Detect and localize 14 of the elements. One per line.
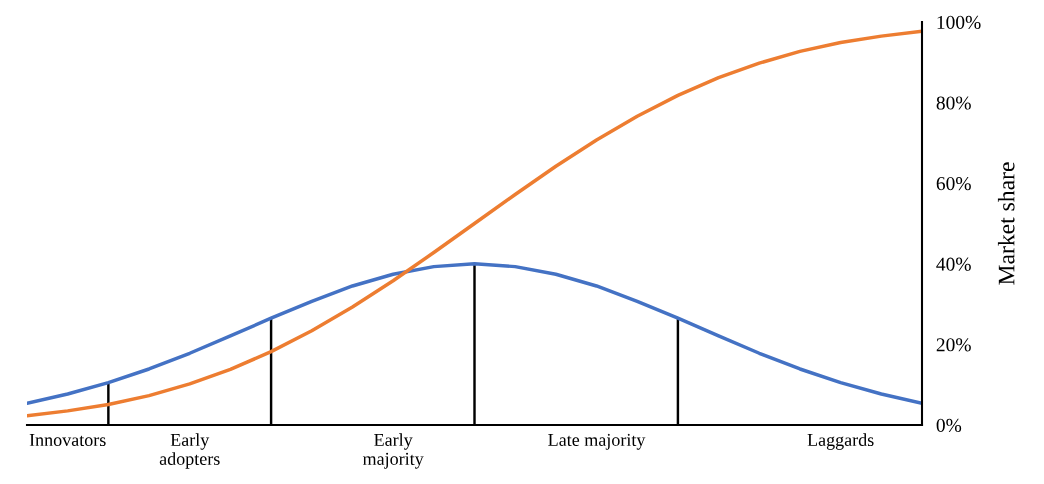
x-tick-label: Innovators bbox=[29, 434, 106, 447]
x-tick-label: Early adopters bbox=[159, 433, 220, 469]
y-axis-title: Market share bbox=[997, 162, 1015, 285]
x-tick-label: Laggards bbox=[807, 433, 874, 450]
y-tick-label: 40% bbox=[936, 257, 971, 271]
line-series bbox=[27, 29, 922, 418]
y-tick-label: 100% bbox=[937, 15, 981, 29]
x-tick-label: Late majority bbox=[548, 433, 646, 450]
y-tick-label: 80% bbox=[936, 96, 971, 110]
y-tick-label: 0% bbox=[936, 418, 962, 432]
y-tick-label: 60% bbox=[936, 177, 971, 191]
x-tick-label: Early majority bbox=[362, 433, 424, 469]
line-series bbox=[27, 262, 922, 405]
y-tick-label: 20% bbox=[936, 338, 971, 352]
